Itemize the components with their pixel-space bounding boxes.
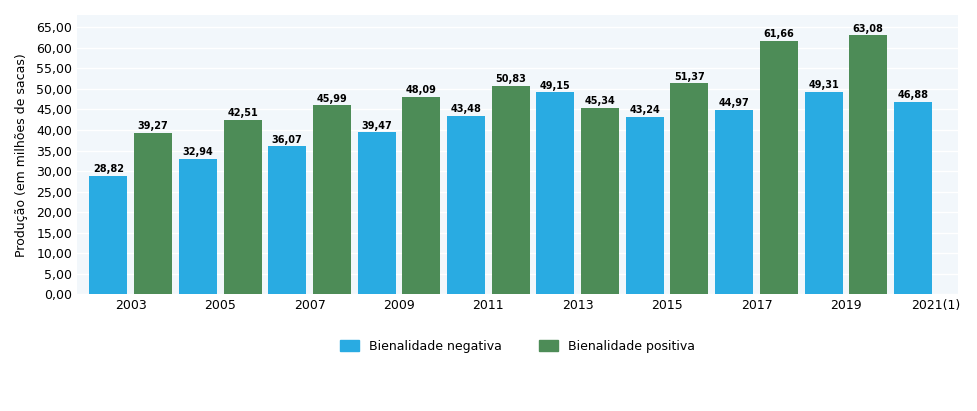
Text: 49,31: 49,31 xyxy=(807,80,838,90)
Text: 46,88: 46,88 xyxy=(897,90,927,100)
Text: 49,15: 49,15 xyxy=(539,81,571,91)
Bar xyxy=(134,133,172,294)
Bar xyxy=(358,132,396,294)
Y-axis label: Produção (em milhões de sacas): Produção (em milhões de sacas) xyxy=(15,53,28,256)
Text: 50,83: 50,83 xyxy=(494,74,526,84)
Bar xyxy=(759,41,797,294)
Text: 43,48: 43,48 xyxy=(450,104,481,114)
Text: 28,82: 28,82 xyxy=(93,164,124,174)
Bar xyxy=(446,116,485,294)
Text: 44,97: 44,97 xyxy=(718,98,748,108)
Bar xyxy=(268,146,306,294)
Bar xyxy=(179,159,217,294)
Text: 45,99: 45,99 xyxy=(317,94,347,104)
Text: 61,66: 61,66 xyxy=(763,30,793,39)
Text: 51,37: 51,37 xyxy=(673,72,704,82)
Text: 32,94: 32,94 xyxy=(183,148,213,157)
Bar xyxy=(89,176,127,294)
Legend: Bienalidade negativa, Bienalidade positiva: Bienalidade negativa, Bienalidade positi… xyxy=(335,335,700,358)
Text: 39,27: 39,27 xyxy=(138,121,168,132)
Bar xyxy=(535,92,573,294)
Bar xyxy=(224,120,261,294)
Text: 43,24: 43,24 xyxy=(629,105,659,115)
Bar xyxy=(402,97,440,294)
Text: 36,07: 36,07 xyxy=(272,134,302,145)
Bar xyxy=(804,92,841,294)
Bar xyxy=(670,83,707,294)
Text: 42,51: 42,51 xyxy=(227,108,258,118)
Bar xyxy=(714,110,752,294)
Text: 45,34: 45,34 xyxy=(584,97,615,106)
Bar xyxy=(580,108,618,294)
Bar xyxy=(491,85,530,294)
Text: 63,08: 63,08 xyxy=(852,23,883,34)
Bar xyxy=(848,35,886,294)
Bar xyxy=(625,117,663,294)
Text: 48,09: 48,09 xyxy=(405,85,437,95)
Bar xyxy=(893,102,931,294)
Bar xyxy=(313,106,351,294)
Text: 39,47: 39,47 xyxy=(361,120,392,131)
